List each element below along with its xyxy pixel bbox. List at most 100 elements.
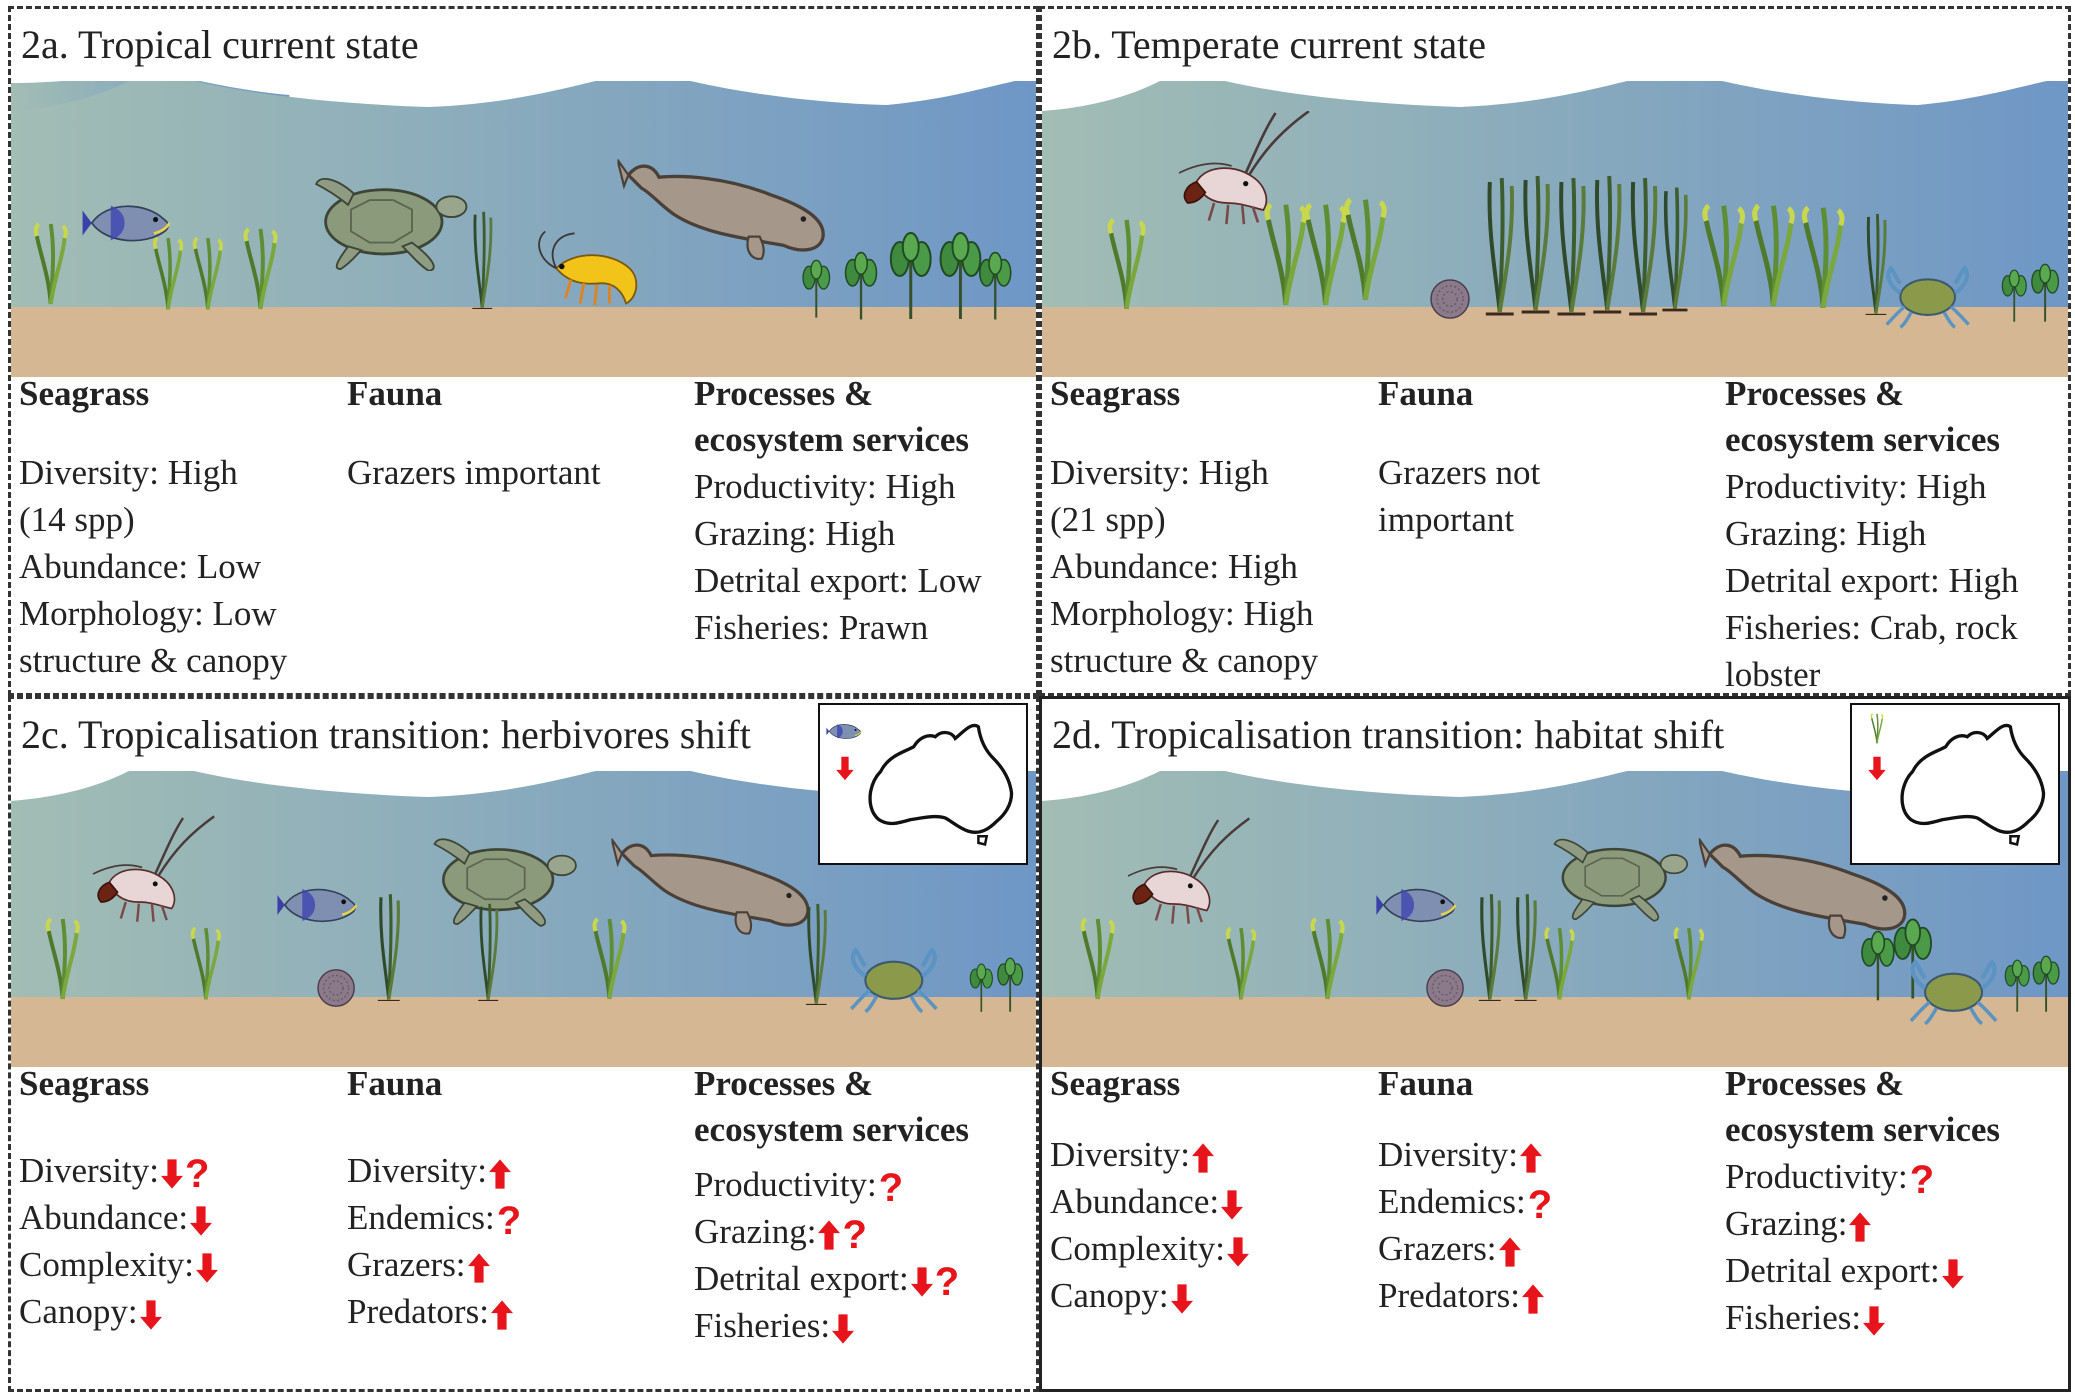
processes-heading-2: ecosystem services xyxy=(694,1110,970,1149)
increase-arrow-icon xyxy=(1498,1237,1521,1267)
trend-label: Diversity: xyxy=(19,1151,159,1190)
trend-row: Diversity:? xyxy=(19,1147,218,1194)
decrease-arrow-icon xyxy=(832,1314,855,1344)
decrease-arrow-icon xyxy=(190,1206,213,1236)
trend-label: Canopy: xyxy=(19,1292,138,1331)
trend-label: Predators: xyxy=(1378,1276,1520,1315)
trend-label: Grazers: xyxy=(1378,1229,1497,1268)
processes-line: Grazing: High xyxy=(694,514,896,553)
southward-arrow-icon xyxy=(1868,756,1886,781)
seagrass-line: Abundance: Low xyxy=(19,547,262,586)
seagrass-line: Morphology: High xyxy=(1050,594,1314,633)
seagrass-column: Seagrass Diversity: High (21 spp) Abunda… xyxy=(1050,371,1318,684)
trend-row: Detrital export:? xyxy=(694,1255,969,1302)
increase-arrow-icon xyxy=(488,1159,511,1189)
trend-row: Abundance: xyxy=(1050,1178,1249,1225)
panel-title: 2d. Tropicalisation transition: habitat … xyxy=(1052,712,1725,757)
trend-row: Detrital export: xyxy=(1725,1247,2000,1294)
processes-heading: Processes & xyxy=(694,374,874,413)
ecosystem-illustration xyxy=(1042,81,2068,377)
increase-arrow-icon xyxy=(1519,1143,1542,1173)
increase-arrow-icon xyxy=(1521,1284,1544,1314)
seagrass-icon xyxy=(1870,712,1884,745)
trend-row: Productivity:? xyxy=(694,1161,969,1208)
seagrass-line: (14 spp) xyxy=(19,500,135,539)
processes-column: Processes & ecosystem services Productiv… xyxy=(1725,1061,2000,1341)
trend-row: Grazers: xyxy=(1378,1225,1552,1272)
decrease-arrow-icon xyxy=(1863,1306,1886,1336)
trend-label: Detrital export: xyxy=(1725,1251,1940,1290)
uncertain-question-icon: ? xyxy=(878,1165,904,1210)
trend-row: Predators: xyxy=(1378,1272,1552,1319)
decrease-arrow-icon xyxy=(196,1253,218,1283)
trend-row: Abundance: xyxy=(19,1194,218,1241)
seagrass-column: Seagrass Diversity: Abundance: Complexity:… xyxy=(1050,1061,1249,1319)
fauna-column: Fauna Grazers not important xyxy=(1378,371,1540,543)
processes-column: Processes & ecosystem services Productiv… xyxy=(694,371,982,651)
trend-list: Diversity: Endemics:? Grazers: Predators: xyxy=(347,1147,521,1335)
panel-2d: 2d. Tropicalisation transition: habitat … xyxy=(1039,696,2071,1392)
panel-2c: 2c. Tropicalisation transition: herbivor… xyxy=(8,696,1039,1392)
australia-map-icon xyxy=(1900,723,2046,847)
seagrass-heading: Seagrass xyxy=(19,1064,150,1103)
trend-label: Canopy: xyxy=(1050,1276,1169,1315)
seagrass-heading: Seagrass xyxy=(1050,374,1181,413)
australia-map-icon xyxy=(868,723,1014,847)
seagrass-line: Abundance: High xyxy=(1050,547,1298,586)
trend-label: Detrital export: xyxy=(694,1259,909,1298)
decrease-arrow-icon xyxy=(1170,1284,1193,1314)
processes-line: Grazing: High xyxy=(1725,514,1927,553)
trend-row: Diversity: xyxy=(1050,1131,1249,1178)
processes-line: Fisheries: Prawn xyxy=(694,608,929,647)
seagrass-heading: Seagrass xyxy=(1050,1064,1181,1103)
decrease-arrow-icon xyxy=(910,1267,933,1297)
trend-label: Predators: xyxy=(347,1292,489,1331)
processes-line: Fisheries: Crab, rock xyxy=(1725,608,2018,647)
trend-label: Productivity: xyxy=(694,1165,877,1204)
processes-column: Processes & ecosystem services Productiv… xyxy=(1725,371,2019,693)
processes-heading-2: ecosystem services xyxy=(1725,420,2001,459)
southward-arrow-icon xyxy=(836,756,854,781)
decrease-arrow-icon xyxy=(1941,1259,1964,1289)
seagrass-column: Seagrass Diversity: High (14 spp) Abunda… xyxy=(19,371,287,684)
processes-heading: Processes & xyxy=(1725,1064,1905,1103)
trend-row: Endemics:? xyxy=(347,1194,521,1241)
panel-2b: 2b. Temperate current state Seagrass Div… xyxy=(1039,6,2071,696)
fauna-line: important xyxy=(1378,500,1515,539)
trend-list: Productivity:? Grazing:? Detrital export:?… xyxy=(694,1161,969,1349)
trend-label: Grazers: xyxy=(347,1245,466,1284)
trend-list: Diversity: Abundance: Complexity: Canopy: xyxy=(1050,1131,1249,1319)
seagrass-line: Diversity: High xyxy=(19,453,238,492)
fauna-column: Fauna Grazers important xyxy=(347,371,601,496)
trend-row: Complexity: xyxy=(1050,1225,1249,1272)
processes-line: Productivity: High xyxy=(1725,467,1987,506)
decrease-arrow-icon xyxy=(1227,1237,1249,1267)
trend-row: Canopy: xyxy=(19,1288,218,1335)
seagrass-column: Seagrass Diversity:? Abundance: Complexity… xyxy=(19,1061,218,1335)
fauna-heading: Fauna xyxy=(347,374,443,413)
processes-line: Detrital export: Low xyxy=(694,561,982,600)
ecosystem-illustration xyxy=(1042,771,2068,1067)
trend-row: Canopy: xyxy=(1050,1272,1249,1319)
trend-row: Fisheries: xyxy=(694,1302,969,1349)
trend-label: Endemics: xyxy=(1378,1182,1526,1221)
fauna-heading: Fauna xyxy=(347,1064,443,1103)
australia-inset-map xyxy=(818,703,1028,865)
panel-title: 2c. Tropicalisation transition: herbivor… xyxy=(21,712,751,757)
decrease-arrow-icon xyxy=(139,1300,162,1330)
processes-line: Detrital export: High xyxy=(1725,561,2019,600)
increase-arrow-icon xyxy=(818,1220,841,1250)
uncertain-question-icon: ? xyxy=(1909,1157,1935,1202)
processes-heading: Processes & xyxy=(1725,374,1905,413)
fauna-column: Fauna Diversity: Endemics:? Grazers: Predat… xyxy=(1378,1061,1552,1319)
seagrass-heading: Seagrass xyxy=(19,374,150,413)
trend-label: Grazing: xyxy=(1725,1204,1848,1243)
trend-list: Diversity: Endemics:? Grazers: Predators: xyxy=(1378,1131,1552,1319)
trend-row: Diversity: xyxy=(1378,1131,1552,1178)
trend-row: Fisheries: xyxy=(1725,1294,2000,1341)
trend-label: Diversity: xyxy=(347,1151,487,1190)
panel-title: 2a. Tropical current state xyxy=(21,22,419,67)
trend-list: Diversity:? Abundance: Complexity: Canopy: xyxy=(19,1147,218,1335)
uncertain-question-icon: ? xyxy=(934,1259,960,1304)
seagrass-line: Morphology: Low xyxy=(19,594,277,633)
